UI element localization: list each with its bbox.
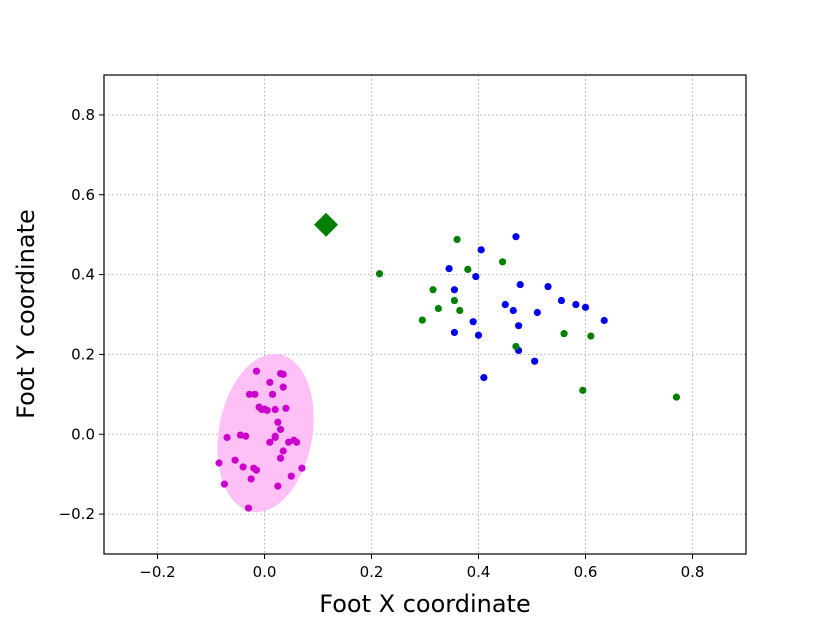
y-tick-label: 0.2 (71, 345, 95, 363)
data-point (247, 475, 255, 483)
y-tick-label: 0.0 (71, 425, 95, 443)
x-tick-label: 0.4 (467, 563, 491, 581)
data-point (282, 404, 290, 412)
diamond-point (314, 212, 339, 237)
data-point (579, 386, 587, 394)
data-point (276, 454, 285, 462)
data-point (464, 265, 472, 273)
y-tick-label: 0.6 (71, 186, 95, 204)
data-point (418, 316, 426, 324)
y-tick-label: 0.8 (71, 106, 95, 124)
data-point (544, 282, 552, 291)
data-point (434, 304, 442, 313)
data-point (429, 286, 437, 294)
data-point (533, 308, 541, 317)
data-point (469, 318, 477, 326)
data-point (531, 357, 539, 365)
data-point (515, 322, 523, 330)
data-point (474, 331, 483, 339)
data-point (587, 332, 595, 340)
x-tick-label: 0.8 (681, 563, 705, 581)
data-point (244, 504, 253, 512)
x-tick-label: 0.0 (253, 563, 277, 581)
data-point (239, 463, 247, 471)
grid (104, 75, 746, 554)
data-point (268, 390, 277, 398)
data-point (252, 367, 261, 375)
data-point (266, 438, 274, 446)
data-point (672, 393, 681, 401)
data-point (274, 418, 282, 426)
ellipse-layer (217, 354, 314, 513)
data-point (450, 328, 459, 337)
data-point (450, 286, 459, 294)
data-point (453, 235, 461, 244)
data-point (456, 306, 464, 315)
data-point (287, 472, 295, 480)
x-tick-label: 0.2 (360, 563, 384, 581)
data-point (274, 482, 282, 490)
x-axis-title: Foot X coordinate (319, 590, 530, 618)
data-point (231, 456, 239, 464)
y-axis-ticks: −0.2 0.0 0.2 0.4 0.6 0.8 (59, 106, 104, 523)
data-point (279, 370, 287, 378)
data-point (298, 464, 306, 472)
data-point (293, 438, 301, 446)
data-point (581, 303, 590, 311)
data-point (450, 296, 459, 305)
data-point (276, 425, 285, 434)
data-point (223, 433, 231, 442)
plot-frame (103, 74, 747, 555)
data-point (271, 405, 279, 414)
data-point (271, 433, 279, 442)
x-tick-label: 0.6 (574, 563, 598, 581)
data-point (252, 466, 261, 474)
data-point (512, 342, 520, 351)
data-point (375, 270, 384, 278)
data-point (557, 296, 566, 305)
data-point (512, 233, 520, 241)
confidence-ellipse (217, 354, 314, 513)
y-axis-title: Foot Y coordinate (12, 209, 40, 419)
y-tick-label: −0.2 (59, 505, 95, 523)
data-point (472, 272, 480, 281)
data-point (498, 258, 507, 266)
data-point (215, 459, 223, 467)
data-point (236, 431, 245, 439)
data-point (279, 447, 287, 455)
data-point (480, 373, 488, 382)
data-point (279, 383, 287, 391)
data-point (266, 378, 274, 386)
data-point (572, 300, 580, 309)
data-point (477, 246, 485, 254)
data-point (445, 264, 453, 273)
x-axis-ticks: −0.2 0.0 0.2 0.4 0.6 0.8 (139, 554, 704, 581)
data-point (245, 390, 254, 398)
data-point (251, 390, 259, 398)
data-point (509, 306, 517, 315)
data-point (501, 300, 509, 309)
data-point (560, 330, 568, 338)
data-point (242, 432, 250, 440)
data-point (600, 316, 608, 325)
data-point (220, 480, 228, 488)
data-point (263, 406, 271, 414)
data-point (516, 280, 524, 289)
x-tick-label: −0.2 (139, 563, 175, 581)
data-points (215, 212, 681, 512)
y-tick-label: 0.4 (71, 266, 95, 284)
